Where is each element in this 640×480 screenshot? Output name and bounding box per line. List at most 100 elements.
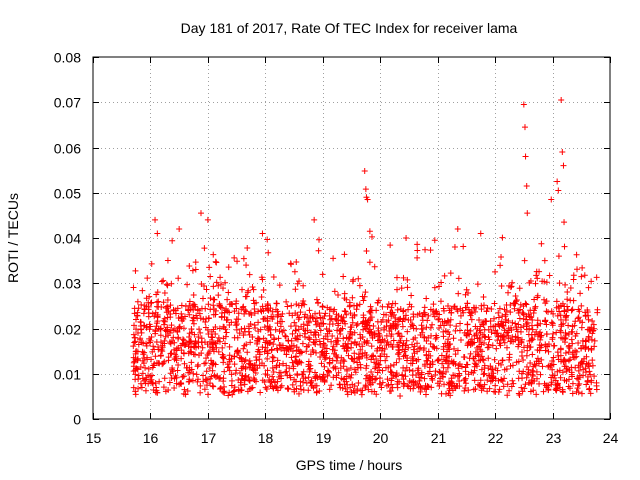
data-point bbox=[373, 375, 380, 382]
data-point bbox=[168, 350, 175, 357]
data-point bbox=[212, 307, 219, 314]
data-point bbox=[503, 344, 510, 351]
data-point bbox=[517, 301, 524, 308]
x-tick-label: 17 bbox=[201, 430, 217, 446]
data-point bbox=[165, 357, 172, 364]
data-point bbox=[348, 344, 355, 351]
data-point bbox=[161, 358, 168, 365]
data-point bbox=[535, 358, 542, 365]
data-point bbox=[421, 363, 428, 370]
x-tick-label: 20 bbox=[373, 430, 389, 446]
data-point bbox=[131, 322, 138, 329]
data-point bbox=[276, 362, 283, 369]
data-point bbox=[500, 383, 507, 390]
data-point bbox=[348, 324, 355, 331]
data-point bbox=[362, 289, 369, 296]
data-point bbox=[502, 311, 509, 318]
data-point bbox=[145, 380, 152, 387]
data-point bbox=[497, 342, 504, 349]
data-point bbox=[246, 364, 253, 371]
data-point bbox=[220, 359, 227, 366]
data-point bbox=[361, 338, 368, 345]
data-point bbox=[194, 363, 201, 370]
data-point bbox=[566, 345, 573, 352]
data-point bbox=[422, 246, 429, 253]
data-point bbox=[546, 272, 553, 279]
data-point bbox=[545, 308, 552, 315]
data-point bbox=[273, 384, 280, 391]
data-point bbox=[534, 322, 541, 329]
data-point bbox=[328, 338, 335, 345]
data-point bbox=[151, 360, 158, 367]
data-point bbox=[454, 225, 461, 232]
data-point bbox=[393, 274, 400, 281]
data-point bbox=[557, 346, 564, 353]
data-point bbox=[464, 330, 471, 337]
data-point bbox=[384, 303, 391, 310]
data-point bbox=[403, 337, 410, 344]
data-point bbox=[534, 275, 541, 282]
data-point bbox=[527, 307, 534, 314]
data-point bbox=[319, 303, 326, 310]
data-point bbox=[249, 334, 256, 341]
data-point bbox=[261, 378, 268, 385]
data-point bbox=[326, 321, 333, 328]
data-point bbox=[553, 298, 560, 305]
data-point bbox=[262, 344, 269, 351]
data-point bbox=[233, 326, 240, 333]
data-point bbox=[250, 286, 257, 293]
data-point bbox=[525, 379, 532, 386]
data-point bbox=[277, 318, 284, 325]
data-point bbox=[253, 357, 260, 364]
data-point bbox=[296, 278, 303, 285]
data-point bbox=[341, 358, 348, 365]
data-point bbox=[203, 315, 210, 322]
data-point bbox=[181, 360, 188, 367]
data-point bbox=[550, 375, 557, 382]
data-point bbox=[541, 278, 548, 285]
x-tick-label: 24 bbox=[603, 430, 619, 446]
data-point bbox=[235, 310, 242, 317]
data-point bbox=[455, 290, 462, 297]
data-point bbox=[376, 332, 383, 339]
data-point bbox=[439, 373, 446, 380]
data-point bbox=[186, 311, 193, 318]
data-point bbox=[515, 358, 522, 365]
data-point bbox=[204, 341, 211, 348]
data-point bbox=[537, 371, 544, 378]
data-point bbox=[217, 281, 224, 288]
data-point bbox=[347, 365, 354, 372]
data-point bbox=[173, 345, 180, 352]
data-point bbox=[204, 327, 211, 334]
data-point bbox=[586, 363, 593, 370]
data-point bbox=[242, 356, 249, 363]
data-point bbox=[312, 310, 319, 317]
data-point bbox=[487, 378, 494, 385]
data-point bbox=[515, 307, 522, 314]
data-point bbox=[195, 333, 202, 340]
data-point bbox=[478, 302, 485, 309]
data-point bbox=[393, 359, 400, 366]
data-point bbox=[427, 247, 434, 254]
data-point bbox=[397, 392, 404, 399]
data-point bbox=[146, 339, 153, 346]
data-point bbox=[192, 266, 199, 273]
data-point bbox=[465, 289, 472, 296]
data-point bbox=[528, 379, 535, 386]
data-point bbox=[569, 340, 576, 347]
data-point bbox=[478, 348, 485, 355]
data-point bbox=[429, 376, 436, 383]
data-point bbox=[454, 347, 461, 354]
data-point bbox=[217, 274, 224, 281]
data-point bbox=[529, 336, 536, 343]
data-point bbox=[252, 324, 259, 331]
data-point bbox=[333, 341, 340, 348]
data-point bbox=[224, 364, 231, 371]
data-point bbox=[340, 335, 347, 342]
data-point bbox=[520, 310, 527, 317]
data-point bbox=[578, 390, 585, 397]
data-point bbox=[486, 336, 493, 343]
data-point bbox=[134, 330, 141, 337]
data-point bbox=[501, 366, 508, 373]
data-point bbox=[456, 327, 463, 334]
